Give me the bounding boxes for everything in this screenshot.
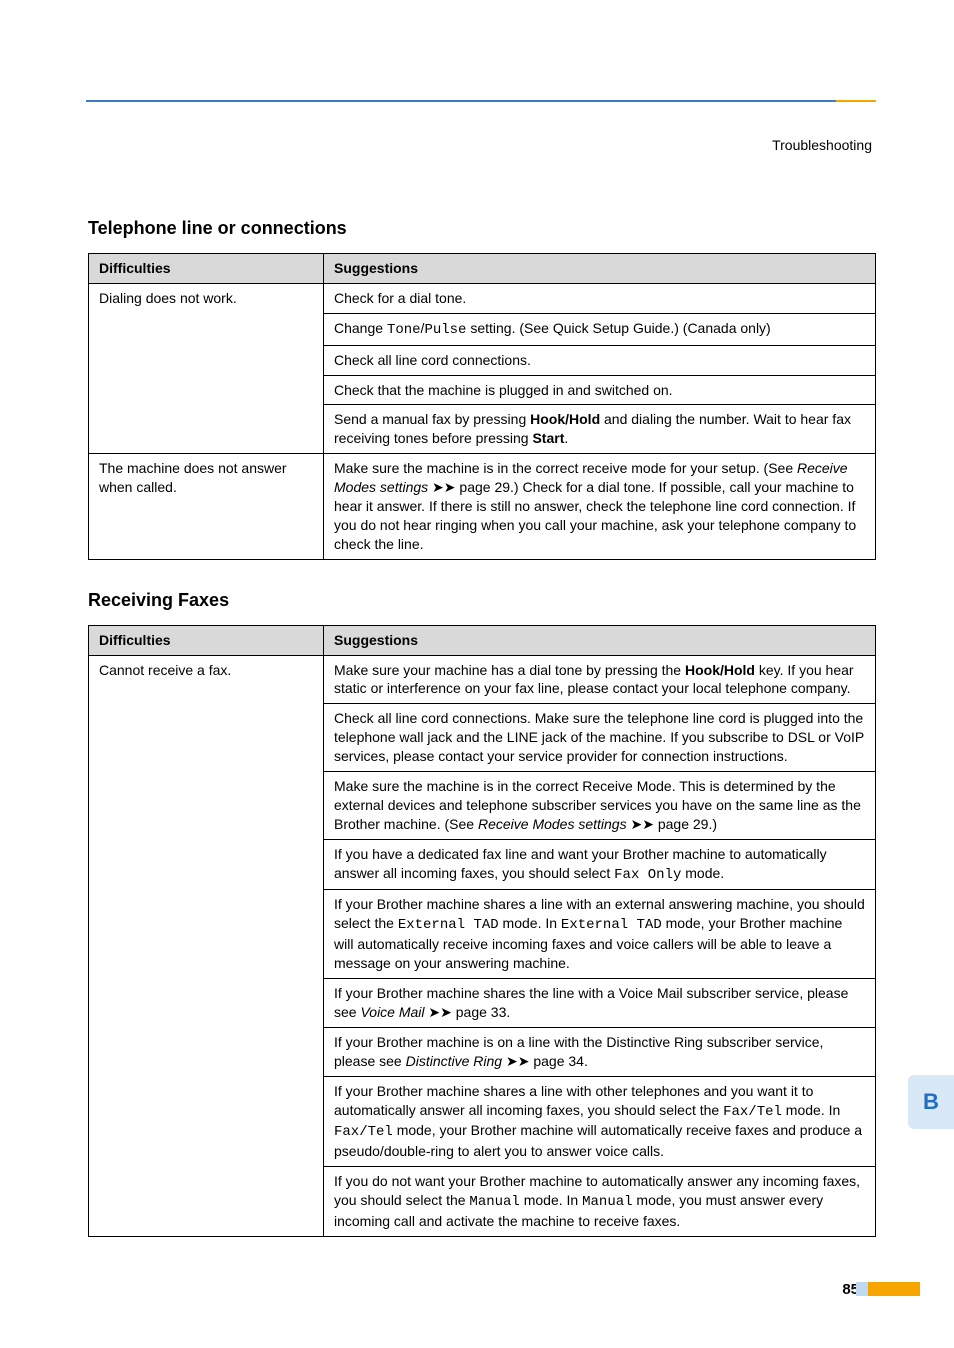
page-bar-icon: [868, 1282, 920, 1296]
cell-difficulty: Dialing does not work.: [89, 283, 324, 453]
table-telephone: Difficulties Suggestions Dialing does no…: [88, 253, 876, 560]
cell-suggestion: If your Brother machine shares the line …: [324, 979, 876, 1028]
top-rule: [86, 100, 876, 102]
col-difficulties: Difficulties: [89, 254, 324, 284]
cell-difficulty: The machine does not answer when called.: [89, 454, 324, 559]
cell-suggestion: If you do not want your Brother machine …: [324, 1167, 876, 1237]
cell-suggestion: If your Brother machine shares a line wi…: [324, 1076, 876, 1167]
cell-suggestion: Check for a dial tone.: [324, 283, 876, 313]
cell-suggestion: Change Tone/Pulse setting. (See Quick Se…: [324, 313, 876, 345]
cell-suggestion: If your Brother machine is on a line wit…: [324, 1027, 876, 1076]
cell-suggestion: Make sure the machine is in the correct …: [324, 454, 876, 559]
table-receiving: Difficulties Suggestions Cannot receive …: [88, 625, 876, 1237]
table-header-row: Difficulties Suggestions: [89, 625, 876, 655]
cell-suggestion: Make sure your machine has a dial tone b…: [324, 655, 876, 704]
cell-suggestion: Check all line cord connections. Make su…: [324, 704, 876, 772]
table-row: The machine does not answer when called.…: [89, 454, 876, 559]
section2-title: Receiving Faxes: [88, 590, 876, 611]
cell-suggestion: Make sure the machine is in the correct …: [324, 772, 876, 840]
cell-suggestion: Send a manual fax by pressing Hook/Hold …: [324, 405, 876, 454]
col-difficulties: Difficulties: [89, 625, 324, 655]
col-suggestions: Suggestions: [324, 254, 876, 284]
cell-suggestion: If you have a dedicated fax line and wan…: [324, 839, 876, 890]
section1-title: Telephone line or connections: [88, 218, 876, 239]
breadcrumb: Troubleshooting: [772, 137, 872, 153]
section-tab: B: [908, 1075, 954, 1129]
table-row: Dialing does not work. Check for a dial …: [89, 283, 876, 313]
cell-suggestion: If your Brother machine shares a line wi…: [324, 890, 876, 979]
main-content: Telephone line or connections Difficulti…: [88, 218, 876, 1267]
col-suggestions: Suggestions: [324, 625, 876, 655]
table-row: Cannot receive a fax. Make sure your mac…: [89, 655, 876, 704]
table-header-row: Difficulties Suggestions: [89, 254, 876, 284]
cell-suggestion: Check all line cord connections.: [324, 345, 876, 375]
cell-suggestion: Check that the machine is plugged in and…: [324, 375, 876, 405]
cell-difficulty: Cannot receive a fax.: [89, 655, 324, 1236]
